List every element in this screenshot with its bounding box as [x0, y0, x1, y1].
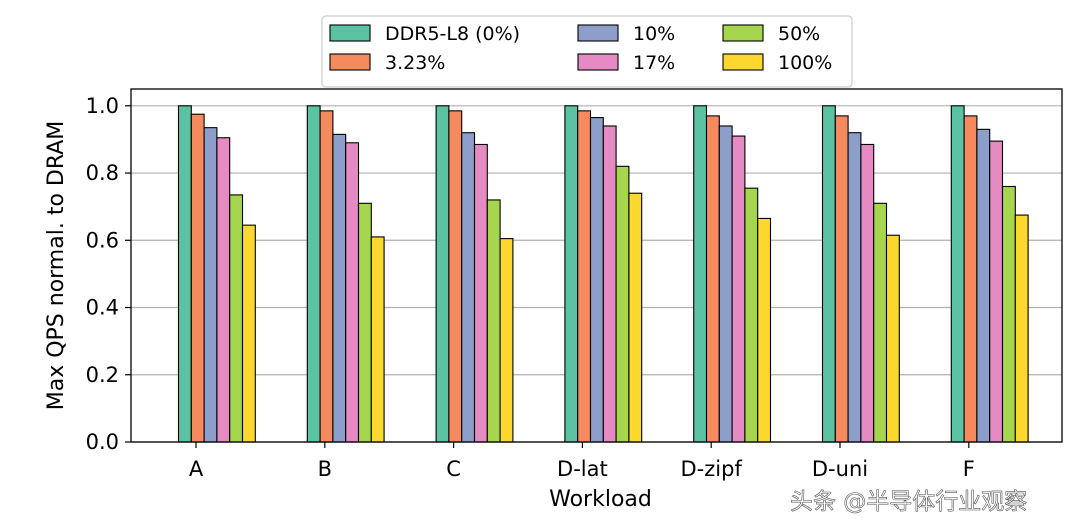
bar-A-1 [190, 113, 205, 443]
legend-label: 100% [778, 52, 832, 74]
bar-D-zipf-5 [757, 217, 772, 443]
bars-layer [177, 105, 1029, 443]
y-tick-label: 0.8 [86, 161, 119, 185]
legend-swatch [577, 24, 619, 42]
bar-D-uni-0 [821, 105, 836, 443]
bar-D-lat-4 [615, 165, 630, 443]
bar-D-uni-2 [847, 132, 862, 443]
bar-D-uni-1 [834, 115, 849, 443]
bar-D-uni-4 [873, 202, 888, 443]
plot-frame [130, 88, 1063, 443]
bar-C-5 [499, 238, 514, 443]
bar-D-lat-5 [628, 192, 643, 443]
bar-B-5 [370, 236, 385, 443]
bar-D-zipf-2 [718, 125, 733, 443]
bar-B-1 [319, 110, 334, 443]
bar-D-lat-3 [602, 125, 617, 443]
legend-label: 10% [633, 23, 675, 45]
bar-C-2 [461, 132, 476, 443]
x-tick-label: F [963, 457, 975, 481]
x-tick-label: D-zipf [681, 457, 743, 481]
bar-B-3 [345, 142, 360, 443]
legend-swatch [329, 24, 371, 42]
bar-C-0 [435, 105, 450, 443]
bar-D-uni-5 [885, 234, 900, 443]
bar-F-5 [1014, 214, 1029, 443]
bar-D-zipf-0 [693, 105, 708, 443]
x-axis-ticks: A B C D-lat D-zipf D-uni F [189, 442, 975, 481]
y-axis-title: Max QPS normal. to DRAM [44, 121, 69, 411]
y-axis-ticks: 0.0 0.2 0.4 0.6 0.8 1.0 [86, 94, 131, 454]
legend-swatch [722, 24, 764, 42]
bar-D-lat-1 [577, 110, 592, 443]
bar-D-zipf-3 [731, 135, 746, 443]
legend-label: DDR5-L8 (0%) [385, 23, 520, 45]
legend-label: 3.23% [385, 52, 445, 74]
watermark-faint-text: 半导体行业观察 [878, 469, 1032, 494]
bar-B-2 [332, 133, 347, 443]
y-tick-label: 1.0 [86, 94, 119, 118]
bar-D-uni-3 [860, 143, 875, 443]
bar-D-lat-2 [589, 117, 604, 443]
bar-A-2 [203, 127, 218, 443]
x-axis-title: Workload [549, 487, 652, 512]
x-tick-label: B [318, 457, 332, 481]
legend-box [321, 15, 853, 88]
bar-A-0 [177, 105, 192, 443]
bar-C-3 [473, 143, 488, 443]
bar-B-0 [306, 105, 321, 443]
bar-C-1 [448, 110, 463, 443]
bar-A-5 [241, 224, 256, 443]
bar-F-2 [976, 128, 991, 443]
x-tick-label: A [189, 457, 204, 481]
legend-label: 17% [633, 52, 675, 74]
watermark-bottom-text: 头条 @半导体行业观察 [790, 489, 1027, 515]
legend-swatch [329, 53, 371, 71]
watermark: 半导体行业观察 头条 @半导体行业观察 [790, 469, 1032, 515]
y-tick-label: 0.0 [86, 430, 119, 454]
bar-F-1 [963, 115, 978, 443]
legend-swatch [577, 53, 619, 71]
y-tick-label: 0.2 [86, 363, 119, 387]
bar-C-4 [486, 199, 501, 443]
x-tick-label: D-uni [812, 457, 868, 481]
y-tick-label: 0.6 [86, 228, 119, 252]
bar-A-4 [229, 194, 244, 443]
x-tick-label: D-lat [557, 457, 608, 481]
bar-F-0 [950, 105, 965, 443]
bar-D-zipf-1 [705, 115, 720, 443]
bar-D-zipf-4 [744, 187, 759, 443]
legend-swatch [722, 53, 764, 71]
bar-F-4 [1001, 185, 1016, 443]
bar-D-lat-0 [564, 105, 579, 443]
bar-F-3 [989, 140, 1004, 443]
x-tick-label: C [446, 457, 461, 481]
legend-label: 50% [778, 23, 820, 45]
watermark-logo-icon [825, 488, 845, 503]
y-tick-label: 0.4 [86, 296, 119, 320]
legend: DDR5-L8 (0%) 3.23% 10% 17% 50% 100% [321, 15, 853, 88]
bar-A-3 [216, 137, 231, 443]
bar-B-4 [357, 202, 372, 443]
